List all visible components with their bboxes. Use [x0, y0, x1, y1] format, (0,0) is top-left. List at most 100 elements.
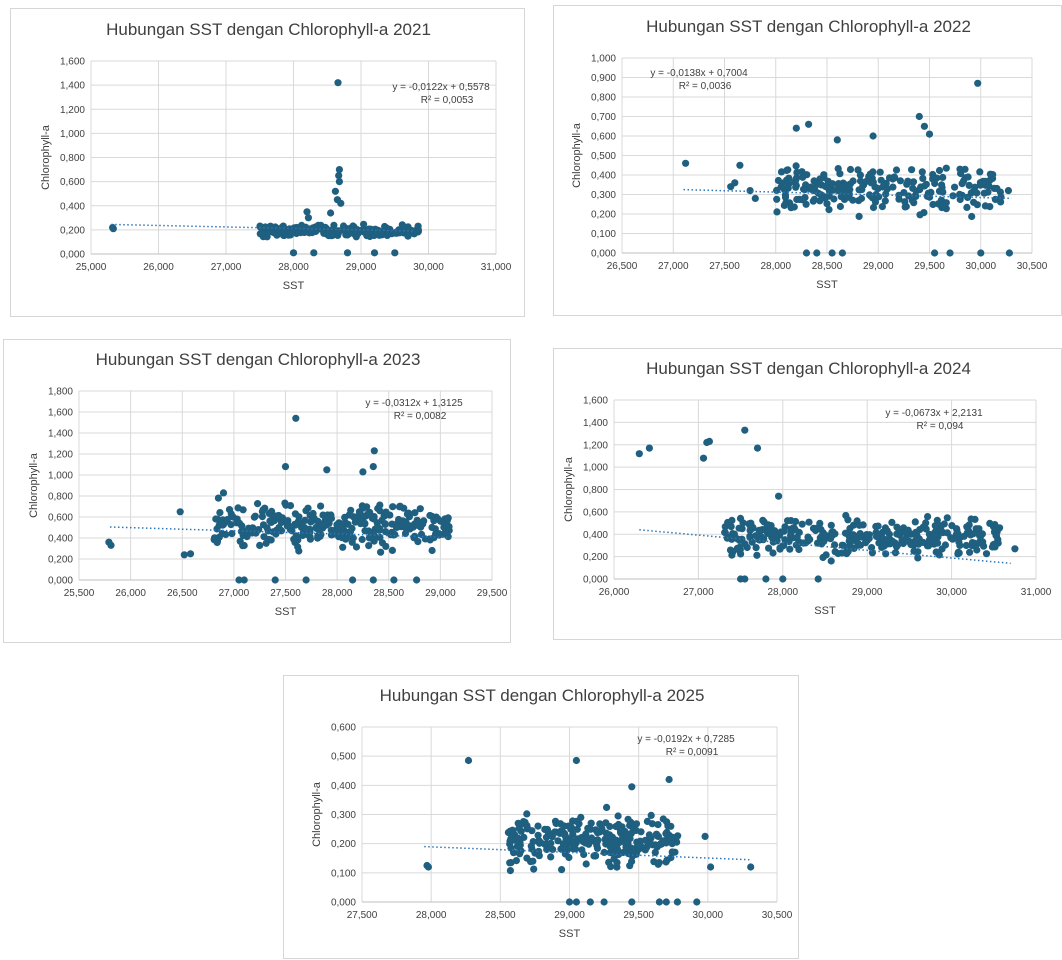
y-axis-label: Chlorophyll-a: [563, 456, 575, 522]
data-point: [961, 165, 969, 173]
data-point: [445, 523, 453, 531]
y-tick-label: 1,200: [583, 440, 608, 451]
data-point: [441, 528, 449, 536]
data-point: [938, 545, 946, 553]
data-point: [602, 819, 610, 827]
data-point: [365, 542, 373, 550]
data-point: [250, 513, 258, 521]
data-point: [607, 863, 615, 871]
data-point: [707, 863, 715, 871]
data-point: [976, 538, 984, 546]
x-tick-label: 27,000: [211, 262, 242, 273]
x-tick-label: 25,000: [76, 262, 107, 273]
data-point: [884, 535, 892, 543]
data-point: [1004, 187, 1012, 195]
data-point: [366, 508, 374, 516]
x-tick-label: 29,000: [863, 261, 894, 272]
data-point: [263, 524, 271, 532]
data-point: [302, 576, 310, 584]
y-tick-label: 1,000: [591, 54, 616, 65]
data-point: [943, 514, 951, 522]
data-point: [783, 166, 791, 174]
data-point: [520, 833, 528, 841]
chart-2022: Hubungan SST dengan Chlorophyll-a 2022 26…: [553, 5, 1062, 316]
y-tick-label: 1,400: [60, 81, 85, 92]
data-point: [925, 130, 934, 138]
data-point: [571, 845, 580, 853]
data-point: [825, 206, 833, 214]
trendline: [683, 188, 1012, 200]
data-point: [337, 199, 345, 207]
data-point: [435, 531, 443, 539]
data-point: [343, 249, 352, 257]
y-tick-label: 0,200: [583, 552, 608, 563]
data-point: [792, 162, 800, 170]
chart-2021: Hubungan SST dengan Chlorophyll-a 2021 25…: [10, 8, 525, 317]
data-point: [990, 540, 998, 548]
data-point: [827, 557, 835, 565]
data-point: [874, 522, 882, 530]
data-point: [967, 515, 975, 523]
data-point: [856, 530, 864, 538]
data-point: [382, 508, 390, 516]
x-tick-label: 26,500: [167, 588, 198, 599]
data-point: [558, 866, 566, 874]
data-point: [862, 177, 870, 186]
data-point: [792, 124, 800, 132]
data-point: [603, 803, 611, 811]
y-tick-label: 0,800: [60, 153, 85, 164]
data-point: [919, 523, 927, 531]
data-point: [781, 536, 789, 544]
data-point: [735, 524, 743, 532]
data-point: [968, 212, 976, 221]
data-point: [816, 175, 824, 183]
data-point: [370, 536, 378, 545]
data-point: [739, 519, 747, 527]
data-point: [965, 521, 973, 529]
data-point: [889, 183, 897, 191]
data-point: [981, 177, 989, 185]
data-point: [615, 850, 623, 859]
data-point: [530, 865, 538, 873]
data-point: [327, 513, 335, 521]
data-point: [828, 249, 836, 257]
x-tick-label: 26,500: [607, 261, 638, 272]
data-point: [573, 825, 581, 833]
data-point: [228, 530, 236, 538]
data-point: [403, 510, 411, 518]
data-point: [588, 834, 596, 842]
y-tick-label: 0,600: [583, 507, 608, 518]
y-tick-label: 0,200: [60, 225, 85, 236]
data-point: [838, 249, 846, 257]
trend-equation: y = -0,0192x + 0,7285: [637, 734, 735, 745]
data-point: [904, 537, 912, 545]
data-point: [306, 535, 314, 543]
data-point: [572, 756, 580, 765]
data-point: [778, 179, 786, 187]
y-tick-label: 0,200: [48, 555, 73, 566]
data-point: [262, 539, 270, 547]
data-point: [968, 539, 976, 547]
data-point: [319, 511, 327, 519]
data-point: [219, 489, 228, 497]
data-point: [951, 183, 959, 191]
data-point: [933, 521, 941, 529]
data-point: [954, 530, 962, 538]
data-point: [327, 209, 335, 217]
data-point: [673, 838, 681, 846]
data-point: [254, 500, 262, 508]
data-point: [401, 522, 409, 530]
data-point: [578, 846, 586, 854]
data-point: [911, 192, 919, 200]
data-point: [935, 166, 944, 175]
y-tick-label: 0,900: [591, 73, 616, 84]
data-point: [856, 171, 864, 179]
data-point: [779, 575, 787, 583]
data-point: [901, 198, 909, 206]
data-point: [918, 168, 926, 176]
data-point: [701, 832, 709, 840]
data-point: [958, 180, 966, 188]
data-point: [786, 199, 794, 207]
y-tick-label: 1,200: [60, 105, 85, 116]
data-point: [310, 249, 318, 257]
